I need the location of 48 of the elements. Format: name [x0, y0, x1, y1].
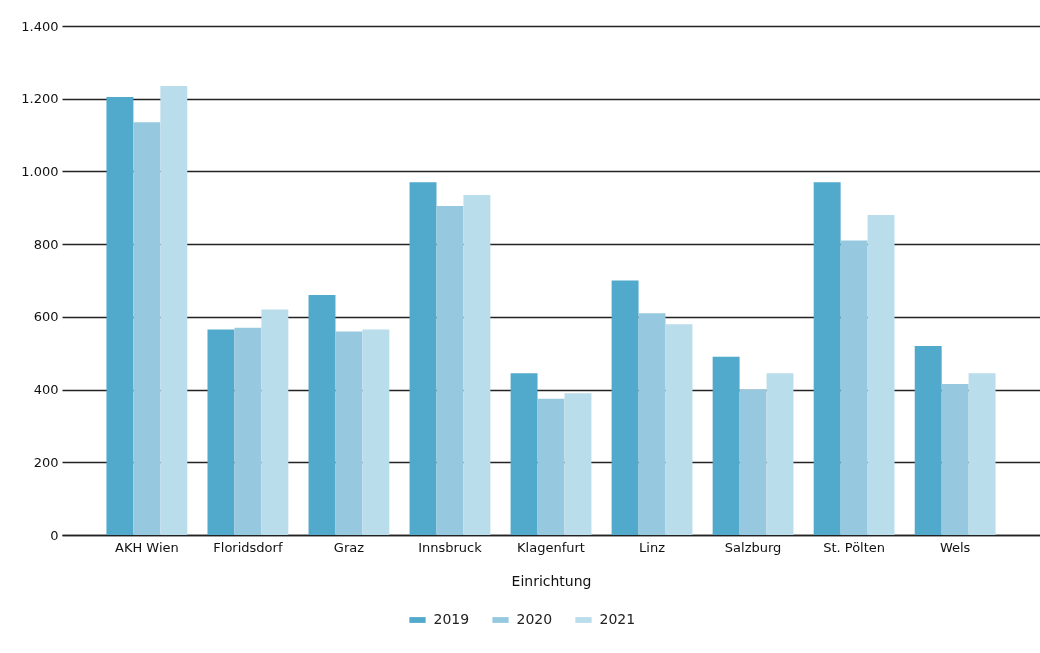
bar [308, 295, 336, 535]
bar [133, 122, 161, 535]
x-tick-label: St. Pölten [823, 539, 886, 555]
legend-label: 2020 [516, 611, 553, 627]
x-tick-label: Floridsdorf [213, 539, 283, 555]
bar [409, 182, 437, 535]
y-tick-label: 400 [33, 382, 59, 398]
bar [941, 384, 969, 535]
bar [611, 280, 639, 535]
y-tick-label: 1.000 [21, 163, 59, 179]
x-axis-title: Einrichtung [511, 572, 592, 589]
bar [840, 240, 868, 535]
bar [362, 329, 390, 535]
y-tick-label: 200 [33, 454, 59, 470]
bar [914, 345, 942, 535]
bar [261, 309, 289, 535]
x-tick-label: Graz [333, 539, 365, 555]
bar [813, 182, 841, 535]
legend-label: 2019 [433, 611, 470, 627]
bar [234, 327, 262, 535]
bar [335, 331, 363, 535]
bar [510, 373, 538, 535]
y-tick-label: 600 [33, 309, 59, 325]
bar [638, 313, 666, 535]
bar [106, 96, 134, 535]
bar [665, 324, 693, 535]
x-tick-label: Innsbruck [418, 539, 483, 555]
y-tick-label: 0 [50, 527, 59, 543]
y-tick-label: 1.400 [21, 18, 59, 34]
legend-label: 2021 [599, 611, 636, 627]
bar [537, 398, 565, 535]
bar [968, 373, 996, 535]
bar [207, 329, 235, 535]
y-tick-label: 800 [33, 236, 59, 252]
y-tick-label: 1.200 [21, 91, 59, 107]
x-tick-label: Salzburg [724, 539, 782, 555]
x-tick-label: Wels [939, 539, 971, 555]
bar [564, 393, 592, 535]
x-tick-label: Linz [639, 539, 666, 555]
bar [712, 356, 740, 535]
bar [463, 195, 491, 535]
x-tick-label: Klagenfurt [517, 539, 585, 555]
bar [160, 85, 188, 535]
bar [739, 389, 767, 535]
bar [867, 215, 895, 535]
x-tick-label: AKH Wien [114, 539, 179, 555]
bar [436, 205, 464, 535]
bar [766, 373, 794, 535]
